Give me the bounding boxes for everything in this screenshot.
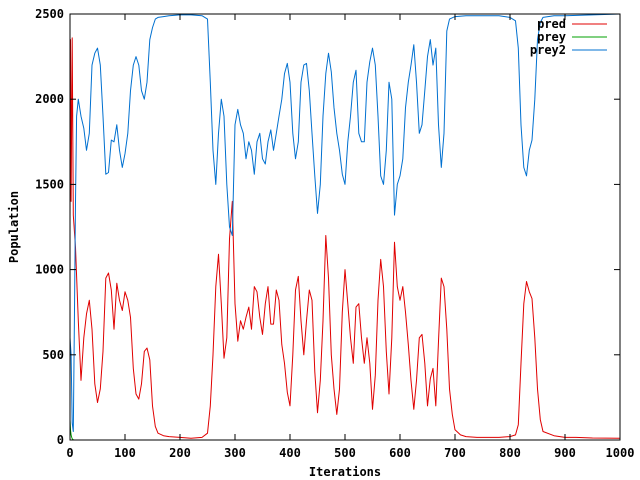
series-line-pred bbox=[69, 37, 621, 439]
x-tick-label: 500 bbox=[334, 446, 356, 460]
x-tick-label: 100 bbox=[114, 446, 136, 460]
y-tick-label: 2000 bbox=[35, 92, 64, 106]
y-tick-label: 500 bbox=[42, 348, 64, 362]
ticks-layer bbox=[69, 13, 621, 441]
x-tick-label: 700 bbox=[444, 446, 466, 460]
x-tick-label: 800 bbox=[499, 446, 521, 460]
y-tick-label: 1500 bbox=[35, 177, 64, 191]
legend-label-pred: pred bbox=[537, 17, 566, 31]
x-tick-label: 300 bbox=[224, 446, 246, 460]
series-line-prey2 bbox=[69, 13, 621, 432]
y-tick-label: 2500 bbox=[35, 7, 64, 21]
x-axis-title: Iterations bbox=[309, 465, 381, 479]
x-tick-label: 900 bbox=[554, 446, 576, 460]
tick-labels-layer: 0 100 200 300 400 500 600 700 800 900 1000 0 500 1000… bbox=[35, 7, 634, 460]
y-tick-label: 0 bbox=[57, 433, 64, 447]
legend-label-prey: prey bbox=[537, 30, 566, 44]
x-tick-label: 1000 bbox=[606, 446, 635, 460]
y-axis-title: Population bbox=[7, 191, 21, 263]
x-tick-label: 0 bbox=[66, 446, 73, 460]
x-tick-label: 600 bbox=[389, 446, 411, 460]
y-tick-label: 1000 bbox=[35, 263, 64, 277]
x-tick-label: 200 bbox=[169, 446, 191, 460]
x-tick-label: 400 bbox=[279, 446, 301, 460]
legend-label-prey2: prey2 bbox=[530, 43, 566, 57]
